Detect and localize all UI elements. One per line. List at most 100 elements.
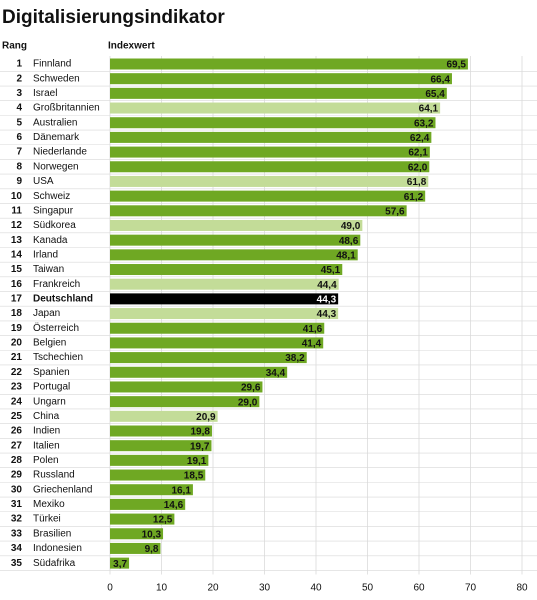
- bar: [110, 205, 407, 217]
- value-label: 10,3: [142, 529, 162, 540]
- category-label: Indien: [33, 426, 60, 437]
- rank-label: 30: [11, 484, 23, 495]
- category-label: Tschechien: [33, 352, 83, 363]
- value-label: 63,2: [414, 118, 434, 129]
- x-tick-label: 20: [207, 583, 219, 594]
- rank-label: 35: [11, 558, 23, 569]
- value-label: 45,1: [321, 265, 341, 276]
- value-label: 61,8: [407, 177, 427, 188]
- bar: [110, 308, 339, 320]
- bar: [110, 161, 430, 173]
- value-label: 62,4: [410, 133, 430, 144]
- rank-label: 1: [16, 59, 22, 70]
- rank-label: 8: [16, 161, 22, 172]
- value-label: 61,2: [404, 192, 424, 203]
- rank-label: 7: [16, 147, 22, 158]
- category-label: Brasilien: [33, 528, 71, 539]
- rank-label: 2: [16, 73, 22, 84]
- category-label: Kanada: [33, 235, 68, 246]
- category-label: Schweiz: [33, 191, 70, 202]
- bar: [110, 219, 363, 231]
- bar: [110, 146, 430, 158]
- value-label: 62,0: [408, 162, 428, 173]
- bar: [110, 513, 175, 525]
- category-label: Japan: [33, 308, 60, 319]
- rank-label: 6: [16, 132, 22, 143]
- bar: [110, 425, 212, 437]
- rank-label: 19: [11, 323, 23, 334]
- rank-label: 16: [11, 279, 23, 290]
- category-label: Niederlande: [33, 147, 87, 158]
- category-label: Indonesien: [33, 543, 82, 554]
- category-label: Griechenland: [33, 484, 92, 495]
- category-label: Österreich: [33, 322, 79, 334]
- rank-label: 5: [16, 117, 22, 128]
- x-tick-label: 10: [156, 583, 168, 594]
- bar: [110, 322, 325, 334]
- category-label: Deutschland: [33, 294, 93, 305]
- rank-label: 33: [11, 528, 23, 539]
- rank-label: 28: [11, 455, 23, 466]
- rank-label: 23: [11, 382, 23, 393]
- value-label: 3,7: [113, 559, 127, 570]
- value-label: 41,4: [302, 339, 322, 350]
- bar: [110, 352, 307, 364]
- rank-label: 32: [11, 514, 23, 525]
- value-label: 41,6: [303, 324, 323, 335]
- category-label: Polen: [33, 455, 59, 466]
- category-label: Portugal: [33, 382, 70, 393]
- category-label: Belgien: [33, 338, 66, 349]
- x-tick-label: 50: [362, 583, 374, 594]
- category-label: Australien: [33, 117, 77, 128]
- rank-label: 21: [11, 352, 23, 363]
- value-label: 14,6: [164, 500, 184, 511]
- bar: [110, 131, 432, 143]
- rank-label: 24: [11, 396, 23, 407]
- category-label: Finnland: [33, 59, 71, 70]
- category-label: Spanien: [33, 367, 70, 378]
- value-label: 66,4: [430, 74, 450, 85]
- rank-label: 27: [11, 440, 23, 451]
- rank-label: 17: [11, 294, 23, 305]
- category-label: Israel: [33, 88, 57, 99]
- rank-label: 13: [11, 235, 23, 246]
- rank-label: 34: [11, 543, 23, 554]
- value-label: 9,8: [145, 544, 159, 555]
- bar: [110, 366, 288, 378]
- bar: [110, 454, 209, 466]
- value-label: 20,9: [196, 412, 216, 423]
- value-label: 44,4: [317, 280, 337, 291]
- value-label: 38,2: [285, 353, 305, 364]
- bar: [110, 87, 447, 99]
- x-tick-label: 60: [413, 583, 425, 594]
- bar: [110, 498, 186, 510]
- value-label: 29,6: [241, 383, 261, 394]
- x-axis-label: Indexwert: [108, 41, 155, 52]
- bar: [110, 58, 468, 70]
- chart-title: Digitalisierungsindikator: [2, 7, 225, 28]
- x-tick-label: 0: [107, 583, 113, 594]
- bar: [110, 484, 193, 496]
- rank-label: 20: [11, 338, 23, 349]
- rank-label: 14: [11, 249, 23, 260]
- rank-header: Rang: [2, 41, 27, 52]
- rank-label: 11: [11, 205, 22, 216]
- category-label: Italien: [33, 440, 60, 451]
- bar: [110, 234, 361, 246]
- category-label: Mexiko: [33, 499, 65, 510]
- category-label: Norwegen: [33, 161, 79, 172]
- value-label: 69,5: [446, 60, 466, 71]
- value-label: 34,4: [266, 368, 286, 379]
- value-label: 44,3: [317, 295, 337, 306]
- value-label: 16,1: [171, 485, 191, 496]
- value-label: 64,1: [419, 104, 439, 115]
- bar: [110, 117, 436, 129]
- bar: [110, 381, 263, 393]
- value-label: 12,5: [153, 515, 173, 526]
- category-label: Ungarn: [33, 396, 66, 407]
- rank-label: 26: [11, 426, 23, 437]
- bar: [110, 410, 218, 422]
- bar: [110, 293, 339, 305]
- bar: [110, 440, 212, 452]
